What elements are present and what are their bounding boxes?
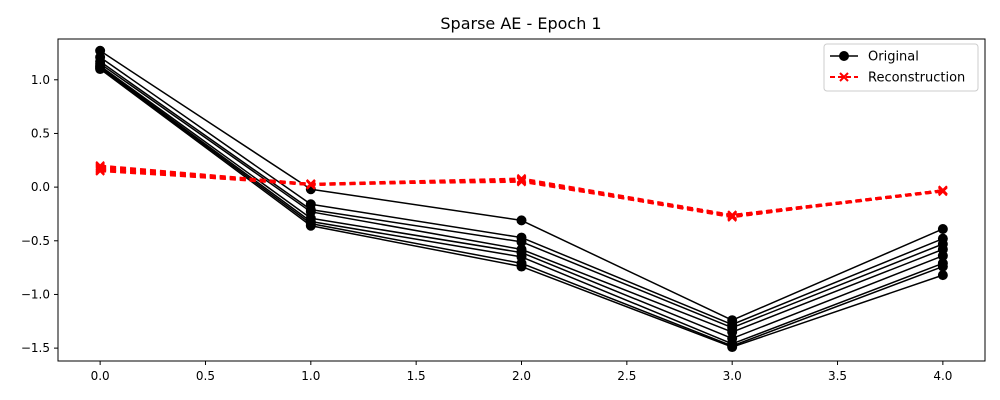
- original-series: [95, 60, 948, 344]
- reconstruction-point: [938, 186, 948, 197]
- x-tick-label: 3.5: [828, 369, 847, 383]
- x-tick-label: 1.0: [301, 369, 320, 383]
- reconstruction-series: [95, 166, 948, 221]
- original-point: [516, 215, 527, 226]
- x-tick-label: 0.0: [91, 369, 110, 383]
- x-marker-stroke: [727, 211, 737, 221]
- original-series: [95, 56, 948, 333]
- reconstruction-point: [95, 166, 105, 176]
- reconstruction-series: [95, 165, 948, 222]
- original-point: [937, 270, 948, 281]
- plot-area: 0.0 0.5 1.0 1.5 2.0 2.5 3.0 3.5 4.0 1.0 0.5 0.0 −0.5…: [21, 38, 986, 383]
- original-series: [95, 58, 948, 338]
- legend-label: Reconstruction: [868, 71, 965, 86]
- reconstruction-series: [95, 164, 948, 221]
- original-line: [99, 60, 944, 329]
- reconstruction-line: [100, 165, 943, 217]
- y-tick-label: 1.0: [31, 73, 50, 87]
- reconstruction-line: [100, 168, 944, 219]
- legend: Original Reconstruction: [823, 43, 979, 92]
- reconstruction-point: [516, 177, 527, 187]
- x-tick-label: 2.0: [512, 369, 531, 383]
- original-point: [937, 261, 948, 272]
- y-tick-label: −0.5: [21, 234, 50, 248]
- original-line: [99, 63, 944, 333]
- reconstruction-line: [100, 167, 943, 218]
- reconstruction-series: [95, 162, 948, 220]
- legend-marker: [839, 72, 849, 82]
- original-series: [95, 45, 948, 326]
- y-tick-label: −1.0: [21, 287, 50, 301]
- y-tick-label: 0.5: [31, 126, 50, 140]
- legend-label: Original: [868, 50, 919, 65]
- reconstruction-line: [100, 166, 943, 218]
- x-tick-label: 0.5: [196, 369, 215, 383]
- x-tick-label: 1.5: [407, 369, 426, 383]
- x-tick-label: 2.5: [617, 369, 636, 383]
- reconstruction-point: [727, 211, 737, 221]
- original-line: [99, 50, 944, 321]
- original-point: [95, 64, 106, 75]
- original-line: [99, 65, 944, 340]
- x-marker-stroke: [839, 72, 849, 82]
- original-point: [937, 223, 948, 234]
- original-point: [516, 261, 527, 272]
- original-point: [305, 220, 316, 231]
- legend-box: [823, 43, 979, 92]
- reconstruction-line: [100, 164, 943, 217]
- y-tick-label: 0.0: [31, 180, 50, 194]
- x-marker-stroke: [95, 166, 105, 176]
- original-series: [95, 64, 948, 353]
- x-tick-label: 3.0: [723, 369, 742, 383]
- x-marker-stroke: [516, 177, 527, 187]
- reconstruction-point: [306, 179, 316, 189]
- y-tick-label: −1.5: [21, 341, 50, 355]
- x-marker-stroke: [938, 186, 948, 197]
- chart-title: Sparse AE - Epoch 1: [440, 14, 601, 33]
- x-marker-stroke: [306, 179, 316, 189]
- original-series: [95, 52, 948, 330]
- x-tick-label: 4.0: [933, 369, 952, 383]
- reconstruction-series: [95, 160, 948, 220]
- reconstruction-series: [95, 163, 948, 221]
- legend-marker: [839, 51, 849, 61]
- original-point: [727, 342, 738, 353]
